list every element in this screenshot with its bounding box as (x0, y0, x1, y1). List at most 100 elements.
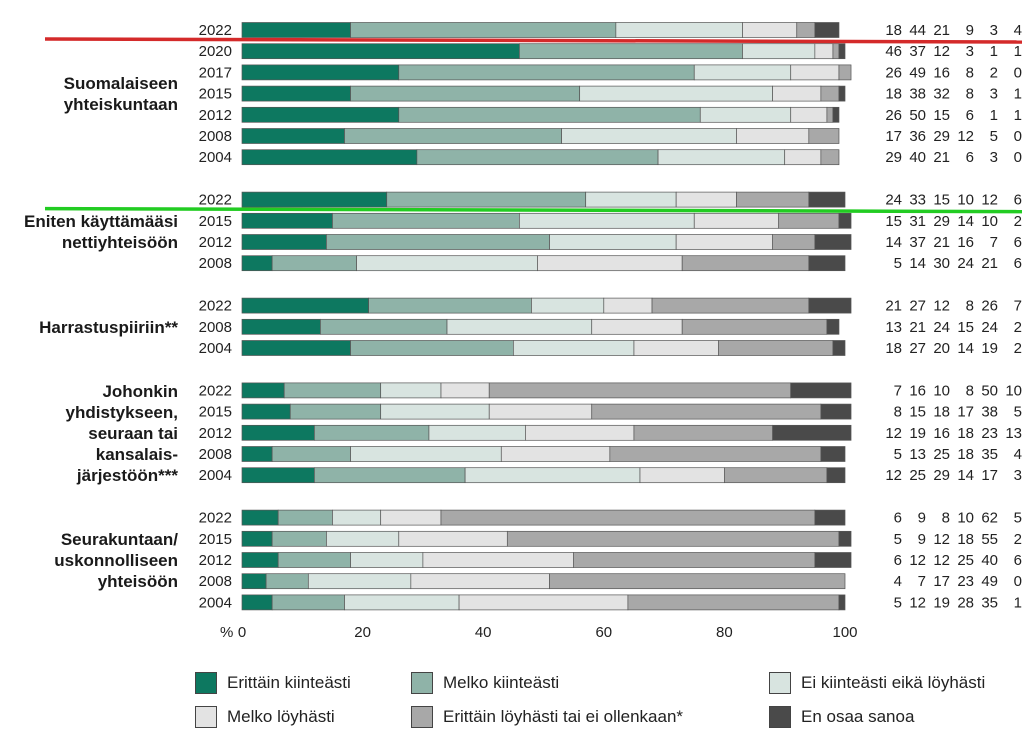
year-label: 2020 (199, 43, 232, 60)
data-value-label: 18 (957, 425, 974, 442)
data-value-label: 0 (1014, 64, 1022, 81)
data-value-label: 21 (933, 149, 950, 166)
bar-segment (241, 318, 321, 335)
bar-segment (283, 382, 382, 399)
bar-segment (241, 530, 273, 547)
data-value-label: 6 (1014, 192, 1022, 209)
bar-segment (772, 234, 816, 250)
data-value-label: 14 (885, 234, 902, 251)
bar-segment (500, 446, 611, 462)
data-value-label: 21 (933, 234, 950, 251)
bar-segment (271, 446, 351, 462)
group-label: yhteiskuntaan (64, 95, 178, 114)
year-label: 2012 (199, 234, 232, 251)
year-label: 2015 (199, 213, 232, 230)
bar-segment (380, 403, 490, 420)
bar-segment (416, 149, 659, 166)
bar-segment (718, 340, 834, 356)
data-value-label: 3 (966, 43, 974, 60)
data-value-label: 1 (1014, 594, 1022, 611)
data-value-label: 0 (1014, 573, 1022, 590)
bar-segment (350, 340, 514, 356)
x-tick-label: 0 (238, 624, 246, 641)
x-tick-label: 60 (595, 624, 612, 641)
bar-segment (241, 467, 315, 484)
data-value-label: 5 (1014, 404, 1022, 421)
bar-segment (289, 403, 382, 420)
data-value-label: 14 (957, 467, 974, 484)
bar-segment (320, 318, 448, 335)
bar-segment (778, 212, 840, 229)
year-label: 2015 (199, 404, 232, 421)
bar-segment (615, 22, 743, 38)
bar-segment (344, 128, 562, 144)
bar-segment (826, 467, 846, 484)
bar-segment (603, 297, 653, 314)
group-label: Seurakuntaan/ (61, 530, 178, 549)
bar-segment (826, 318, 840, 335)
group-label: Johonkin (102, 382, 178, 401)
legend-swatch (769, 672, 791, 694)
legend-label: Melko kiinteästi (443, 673, 560, 692)
bar-segment (838, 530, 852, 547)
data-value-label: 49 (909, 64, 926, 81)
bar-segment (398, 530, 508, 547)
data-value-label: 44 (909, 22, 926, 39)
bar-segment (561, 128, 737, 144)
year-label: 2022 (199, 192, 232, 209)
bar-segment (241, 234, 327, 250)
bar-segment (241, 212, 333, 229)
bar-segment (488, 403, 593, 420)
bar-segment (808, 297, 852, 314)
bar-segment (428, 424, 526, 441)
bar-segment (838, 43, 846, 60)
bar-segment (241, 552, 279, 568)
data-value-label: 25 (957, 552, 974, 569)
data-value-label: 35 (981, 594, 998, 611)
bar-segment (241, 255, 273, 272)
year-label: 2004 (199, 594, 232, 611)
legend-swatch (769, 706, 791, 728)
bar-segment (681, 255, 810, 272)
bar-segment (838, 594, 846, 611)
bar-segment (814, 509, 846, 526)
data-value-label: 55 (981, 531, 998, 548)
data-value-label: 5 (1014, 510, 1022, 527)
legend-swatch (411, 672, 433, 694)
bar-segment (241, 128, 345, 144)
data-value-label: 8 (966, 382, 974, 399)
legend-swatch (195, 672, 217, 694)
highlight-line (44, 37, 1023, 44)
data-value-label: 12 (933, 298, 950, 315)
data-value-label: 29 (885, 149, 902, 166)
data-value-label: 18 (957, 531, 974, 548)
bar-segment (241, 509, 279, 526)
legend-item-erittain-loyhasti: Erittäin löyhästi tai ei ollenkaan* (411, 706, 683, 728)
data-value-label: 12 (981, 192, 998, 209)
data-value-label: 15 (909, 404, 926, 421)
bar-segment (307, 573, 412, 590)
bar-segment (440, 509, 816, 526)
data-value-label: 23 (957, 573, 974, 590)
bar-segment (826, 106, 834, 123)
data-value-label: 40 (909, 149, 926, 166)
data-value-label: 62 (981, 510, 998, 527)
legend-item-en-osaa-sanoa: En osaa sanoa (769, 706, 914, 728)
data-value-label: 1 (1014, 43, 1022, 60)
bar-segment (573, 552, 816, 568)
bar-segment (241, 297, 369, 314)
data-value-label: 2 (990, 64, 998, 81)
bar-segment (736, 128, 810, 144)
bar-segment (241, 403, 291, 420)
data-value-label: 15 (885, 213, 902, 230)
bar-segment (838, 212, 852, 229)
bar-segment (820, 446, 846, 462)
legend-swatch (195, 706, 217, 728)
legend-label: Erittäin löyhästi tai ei ollenkaan* (443, 707, 684, 726)
data-value-label: 21 (909, 319, 926, 336)
data-value-label: 9 (918, 510, 926, 527)
bar-segment (675, 234, 773, 250)
bar-segment (386, 191, 587, 208)
data-value-label: 13 (909, 446, 926, 463)
